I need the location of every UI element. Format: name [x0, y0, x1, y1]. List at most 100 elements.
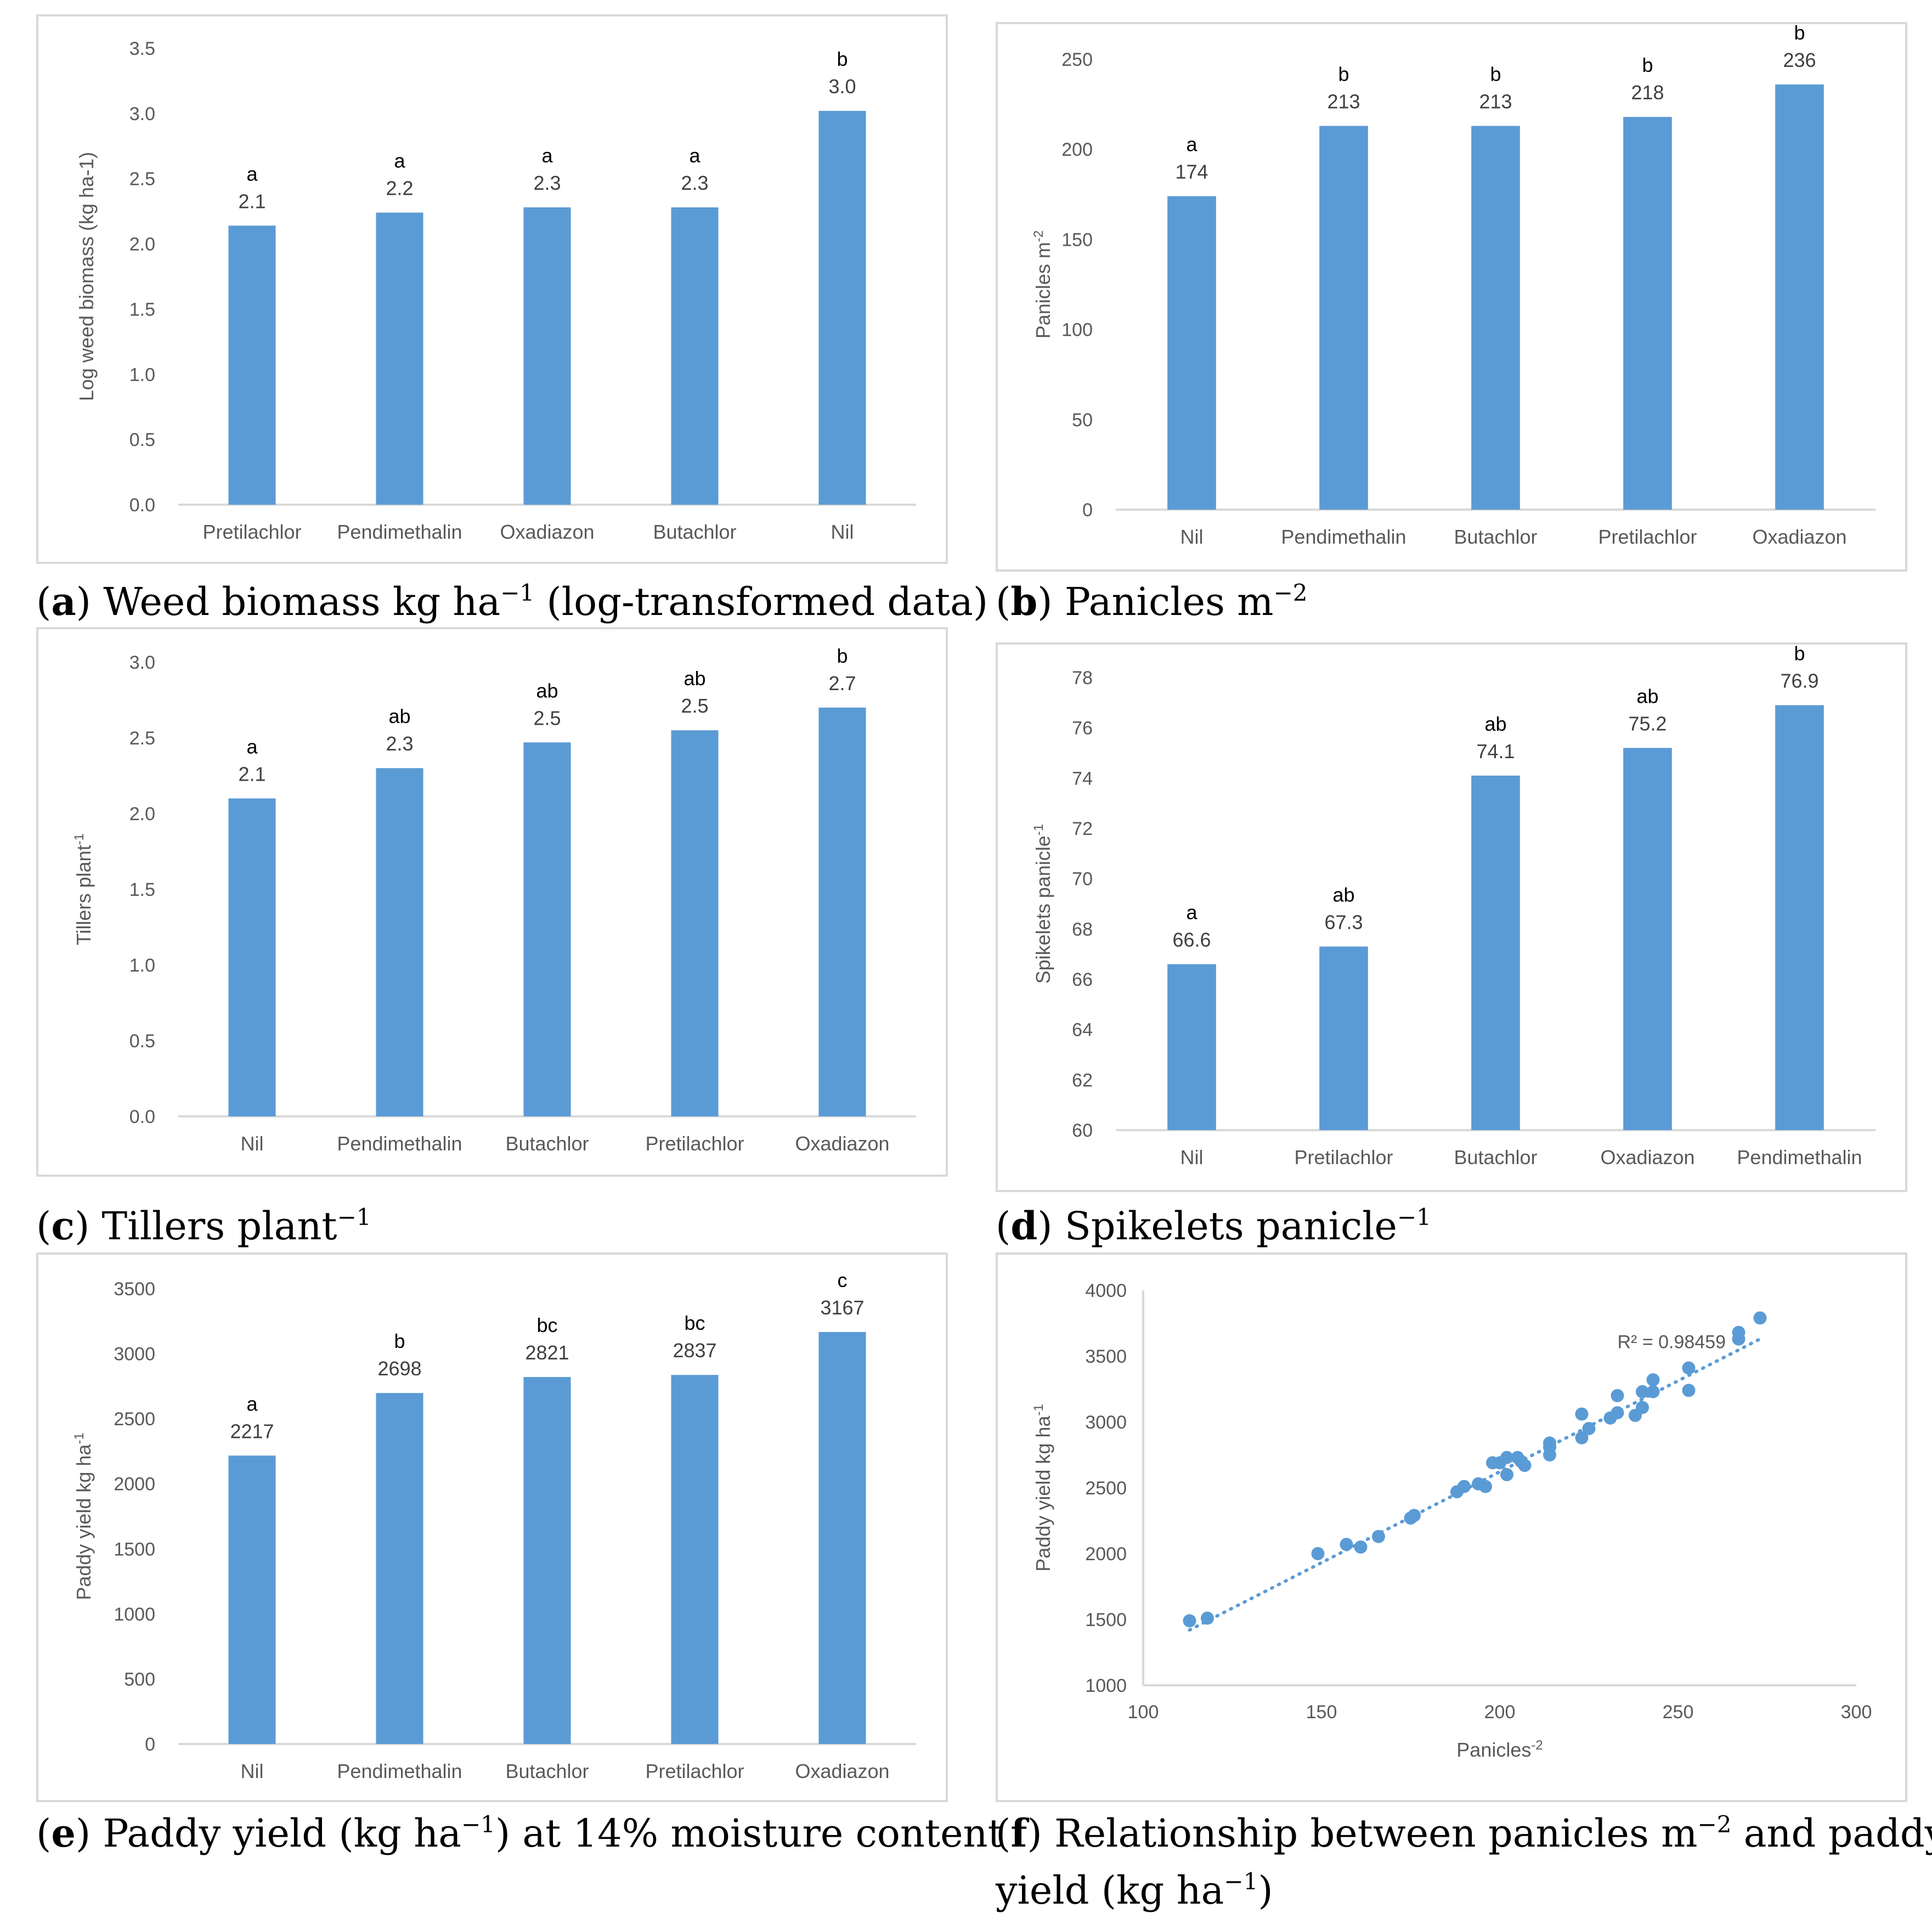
- bar: [376, 768, 423, 1116]
- data-label: 213: [1479, 91, 1512, 113]
- significance-letter: ab: [1332, 883, 1354, 906]
- y-tick-label: 250: [1061, 49, 1093, 70]
- x-tick-label: 150: [1306, 1702, 1337, 1723]
- x-tick-label: Nil: [1180, 1146, 1204, 1169]
- scatter-point: [1311, 1547, 1325, 1560]
- data-label: 2.1: [238, 763, 265, 785]
- x-tick-label: Pendimethalin: [337, 1760, 462, 1782]
- data-label: 2821: [525, 1341, 569, 1364]
- scatter-point: [1582, 1422, 1596, 1435]
- y-tick-label: 0.5: [129, 430, 155, 450]
- scatter-point: [1636, 1385, 1649, 1398]
- bar: [1471, 126, 1520, 510]
- data-label: 2.2: [386, 177, 413, 200]
- data-label: 66.6: [1172, 929, 1211, 951]
- x-tick-label: Pendimethalin: [1737, 1146, 1862, 1169]
- x-tick-label: Oxadiazon: [795, 1760, 889, 1782]
- y-tick-label: 60: [1072, 1120, 1093, 1141]
- y-tick-label: 70: [1072, 869, 1093, 890]
- scatter-point: [1543, 1440, 1556, 1454]
- data-label: 76.9: [1780, 669, 1818, 692]
- y-tick-label: 1.0: [129, 955, 155, 976]
- scatter-point: [1354, 1540, 1368, 1554]
- scatter-point: [1340, 1538, 1353, 1551]
- data-label: 2.7: [828, 672, 856, 695]
- data-label: 2.1: [238, 190, 265, 212]
- significance-letter: a: [1186, 133, 1197, 156]
- bar: [818, 111, 866, 505]
- data-label: 213: [1327, 91, 1360, 113]
- chart-panel-b: 0 50 100 150 200 250 174 a Nil 213 b Pendimethalin 2…: [996, 22, 1907, 572]
- bar: [1319, 946, 1368, 1130]
- scatter-point: [1201, 1611, 1214, 1625]
- data-label: 2698: [377, 1357, 421, 1380]
- chart-panel-c: 0.0 0.5 1.0 1.5 2.0 2.5 3.0 2.1 a Nil 2.3 ab Pendime…: [36, 627, 948, 1177]
- scatter-point: [1682, 1384, 1696, 1397]
- scatter-point: [1753, 1311, 1767, 1325]
- y-axis-title: Spikelets panicle-1: [1031, 824, 1055, 984]
- significance-letter: b: [1338, 63, 1349, 86]
- x-tick-label: Pretilachlor: [645, 1760, 744, 1782]
- data-label: 2.5: [533, 707, 561, 729]
- significance-letter: bc: [684, 1312, 705, 1334]
- data-label: 174: [1175, 161, 1208, 183]
- y-tick-label: 2000: [1085, 1544, 1127, 1565]
- chart-panel-e: 0 500 1000 1500 2000 2500 3000 3500 2217 a Nil 2698…: [36, 1252, 948, 1802]
- scatter-point: [1611, 1389, 1624, 1402]
- y-tick-label: 66: [1072, 969, 1093, 990]
- y-tick-label: 1000: [1085, 1675, 1127, 1696]
- data-label: 2217: [230, 1420, 274, 1442]
- chart-d: 60 62 64 66 68 70 72 74 76 78 66.6 a Nil 67.3 ab Pretil…: [1031, 645, 1875, 1169]
- y-axis-title: Paddy yield kg ha-1: [72, 1432, 95, 1600]
- data-label: 2.3: [386, 732, 413, 755]
- caption-f: (f) Relationship between panicles m−2 an…: [996, 1810, 1932, 1913]
- chart-panel-d: 60 62 64 66 68 70 72 74 76 78 66.6 a Nil 67.3 ab Pretil…: [996, 642, 1907, 1192]
- bar: [523, 1377, 571, 1744]
- r-squared-annotation: R² = 0.98459: [1618, 1332, 1726, 1353]
- y-tick-label: 2.0: [129, 234, 155, 255]
- significance-letter: a: [246, 735, 258, 758]
- data-label: 2.5: [681, 695, 708, 717]
- x-tick-label: Butachlor: [653, 521, 736, 543]
- chart-panel-f: 1000 1500 2000 2500 3000 3500 4000 100 150 200 250…: [996, 1252, 1907, 1802]
- y-tick-label: 2500: [1085, 1478, 1127, 1499]
- scatter-point: [1636, 1401, 1649, 1414]
- y-tick-label: 3000: [114, 1344, 155, 1365]
- x-tick-label: Pendimethalin: [337, 521, 462, 543]
- y-tick-label: 2.5: [129, 169, 155, 190]
- x-tick-label: Nil: [831, 521, 854, 543]
- chart-c: 0.0 0.5 1.0 1.5 2.0 2.5 3.0 2.1 a Nil 2.3 ab Pendime…: [72, 645, 916, 1155]
- y-axis-title: Tillers plant-1: [72, 833, 95, 945]
- x-tick-label: Oxadiazon: [795, 1132, 889, 1155]
- scatter-point: [1408, 1509, 1421, 1522]
- significance-letter: b: [1794, 24, 1805, 44]
- significance-letter: a: [394, 150, 405, 172]
- significance-letter: ab: [536, 679, 558, 702]
- scatter-point: [1458, 1480, 1471, 1493]
- y-tick-label: 4000: [1085, 1280, 1127, 1301]
- y-tick-label: 3000: [1085, 1412, 1127, 1433]
- y-tick-label: 68: [1072, 919, 1093, 940]
- x-tick-label: Pretilachlor: [1294, 1146, 1393, 1169]
- x-tick-label: 100: [1128, 1702, 1159, 1723]
- y-axis-title: Panicles m-2: [1031, 230, 1055, 338]
- bar: [228, 798, 276, 1116]
- bar: [228, 1455, 276, 1744]
- y-tick-label: 1.0: [129, 364, 155, 385]
- data-label: 2.3: [533, 172, 561, 194]
- significance-letter: b: [837, 645, 848, 667]
- y-tick-label: 200: [1061, 139, 1093, 160]
- significance-letter: b: [394, 1330, 405, 1352]
- y-tick-label: 50: [1072, 410, 1093, 431]
- y-tick-label: 1.5: [129, 299, 155, 320]
- significance-letter: a: [541, 144, 553, 167]
- x-tick-label: Nil: [241, 1132, 264, 1155]
- y-tick-label: 3.0: [129, 104, 155, 125]
- scatter-point: [1500, 1468, 1513, 1481]
- y-tick-label: 150: [1061, 229, 1093, 250]
- x-tick-label: Oxadiazon: [1752, 526, 1846, 548]
- data-label: 236: [1783, 49, 1816, 71]
- data-label: 2837: [673, 1339, 716, 1362]
- y-tick-label: 76: [1072, 718, 1093, 739]
- x-tick-label: 300: [1841, 1702, 1872, 1723]
